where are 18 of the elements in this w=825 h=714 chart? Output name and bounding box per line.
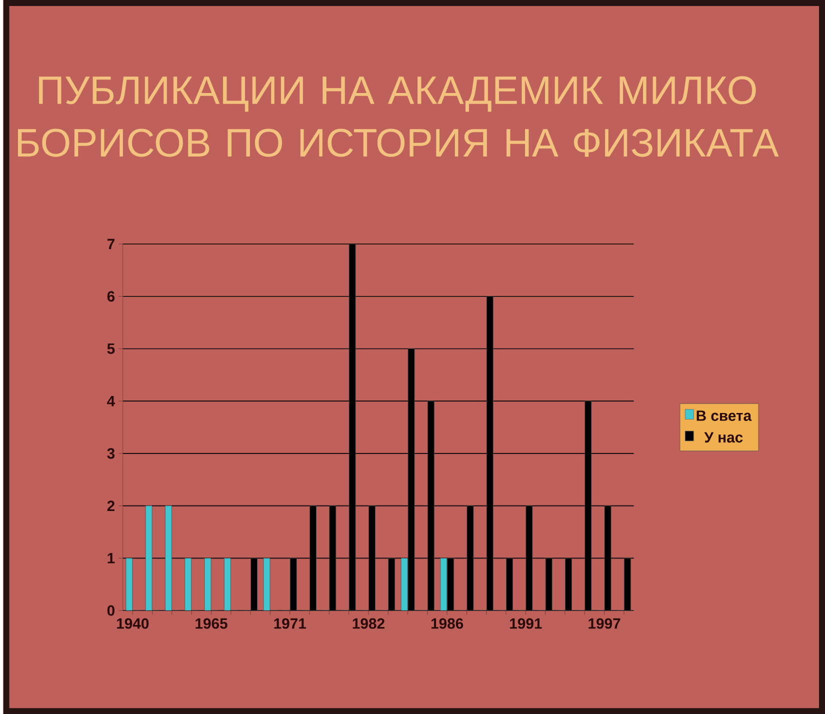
x-tick-label: 1965: [196, 618, 228, 629]
y-tick-label: 1: [108, 553, 115, 564]
y-tick-label: 5: [107, 343, 115, 354]
legend-label: У нас: [704, 432, 743, 443]
x-tick-label: 1982: [352, 618, 384, 629]
y-tick-label: 7: [107, 238, 114, 250]
chart-title: ПУБЛИКАЦИИ НА АКАДЕМИК МИЛКО БОРИСОВ ПО ИСТОРИЯ НА ФИЗИКАТА: [18, 76, 779, 157]
x-tick-label: 1986: [431, 618, 464, 629]
x-tick-label: 1940: [117, 618, 149, 629]
x-tick-label: 1991: [510, 618, 542, 629]
y-tick-label: 0: [107, 605, 114, 616]
y-tick-label: 2: [107, 500, 114, 511]
y-tick-label: 4: [107, 396, 116, 406]
legend-label: В света: [696, 410, 752, 421]
y-tick-label: 6: [107, 291, 115, 302]
x-tick-label: 1971: [274, 618, 306, 629]
y-tick-label: 3: [107, 448, 115, 459]
x-tick-label: 1997: [588, 618, 620, 629]
